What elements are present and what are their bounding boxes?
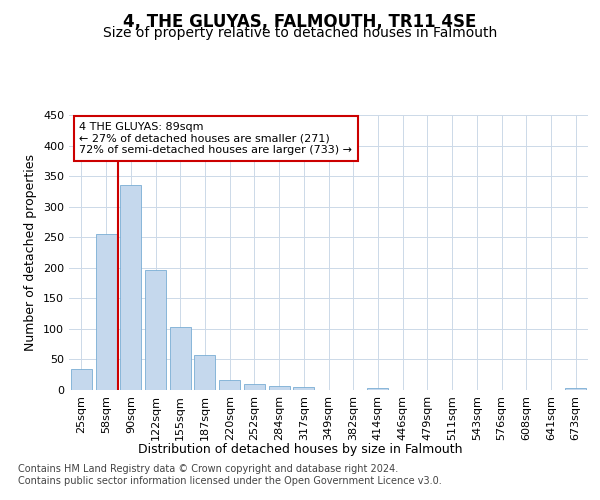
Y-axis label: Number of detached properties: Number of detached properties [25,154,37,351]
Text: Contains HM Land Registry data © Crown copyright and database right 2024.: Contains HM Land Registry data © Crown c… [18,464,398,474]
Bar [244,384,265,390]
Bar [194,355,215,390]
Bar [565,388,586,390]
Bar [269,386,290,390]
Text: Distribution of detached houses by size in Falmouth: Distribution of detached houses by size … [138,442,462,456]
Text: Size of property relative to detached houses in Falmouth: Size of property relative to detached ho… [103,26,497,40]
Text: 4, THE GLUYAS, FALMOUTH, TR11 4SE: 4, THE GLUYAS, FALMOUTH, TR11 4SE [124,12,476,30]
Bar [95,234,116,390]
Bar [170,327,191,390]
Bar [71,368,92,390]
Bar [219,380,240,390]
Text: 4 THE GLUYAS: 89sqm
← 27% of detached houses are smaller (271)
72% of semi-detac: 4 THE GLUYAS: 89sqm ← 27% of detached ho… [79,122,352,155]
Bar [367,388,388,390]
Bar [120,186,141,390]
Text: Contains public sector information licensed under the Open Government Licence v3: Contains public sector information licen… [18,476,442,486]
Bar [293,387,314,390]
Bar [145,270,166,390]
